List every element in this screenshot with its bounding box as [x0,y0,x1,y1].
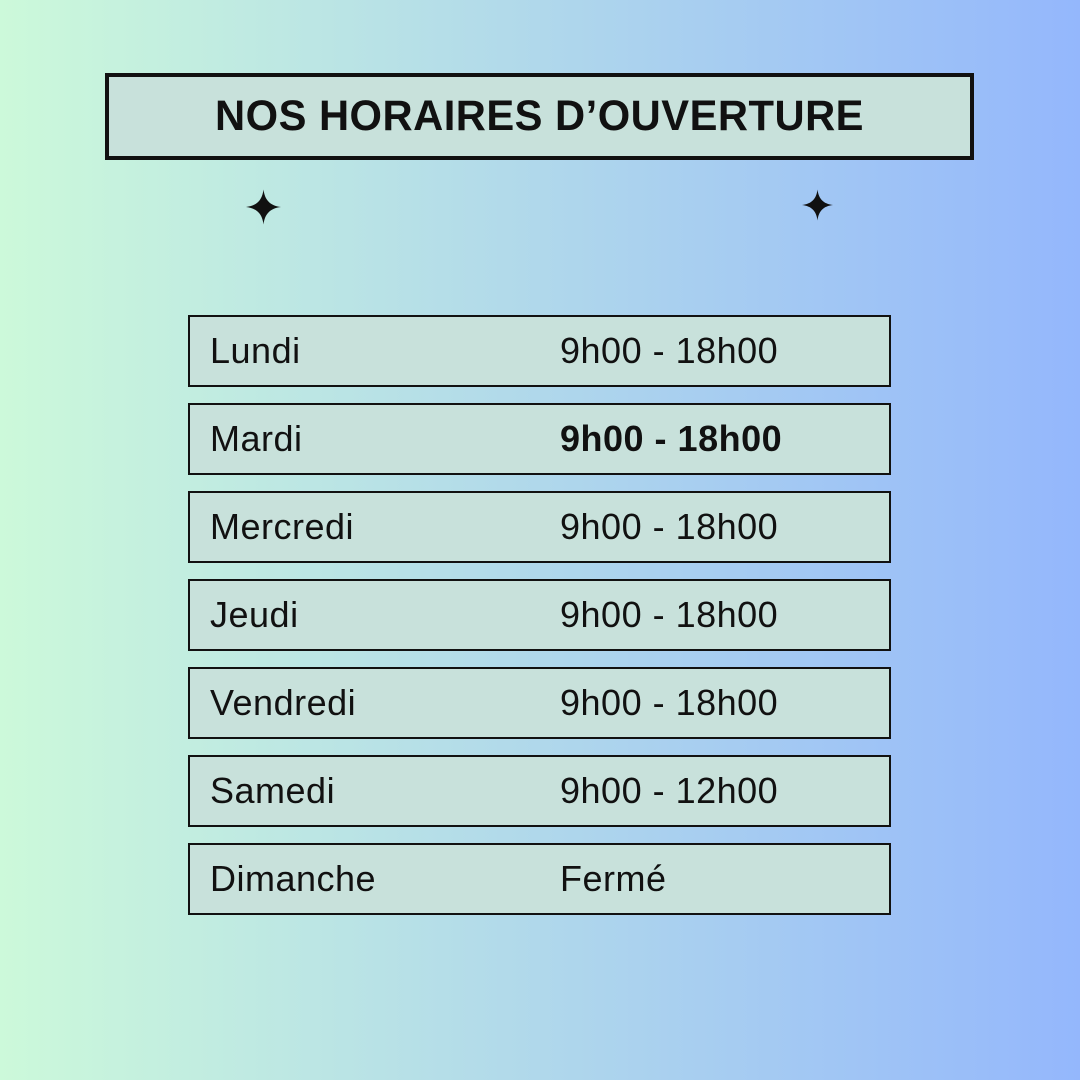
hours-label: 9h00 - 18h00 [560,330,779,371]
hours-label: 9h00 - 12h00 [560,770,779,811]
schedule-row: Samedi 9h00 - 12h00 [188,755,891,827]
day-label: Dimanche [210,858,377,899]
sparkle-icon [246,189,281,225]
schedule-row: Dimanche Fermé [188,843,891,915]
day-label: Vendredi [210,682,357,723]
title-banner: NOS HORAIRES D’OUVERTURE [105,73,974,160]
schedule-row: Lundi 9h00 - 18h00 [188,315,891,387]
schedule-row: Vendredi 9h00 - 18h00 [188,667,891,739]
day-label: Samedi [210,770,336,811]
hours-label: 9h00 - 18h00 [560,594,779,635]
schedule-list: Lundi 9h00 - 18h00 Mardi 9h00 - 18h00 Me… [188,315,891,931]
day-label: Mardi [210,418,303,459]
day-label: Lundi [210,330,301,371]
sparkle-icon [802,189,833,221]
schedule-row: Mercredi 9h00 - 18h00 [188,491,891,563]
day-label: Mercredi [210,506,355,547]
schedule-row: Mardi 9h00 - 18h00 [188,403,891,475]
hours-label: 9h00 - 18h00 [560,682,779,723]
hours-label: 9h00 - 18h00 [560,418,783,459]
schedule-row: Jeudi 9h00 - 18h00 [188,579,891,651]
hours-label: Fermé [560,858,667,899]
hours-label: 9h00 - 18h00 [560,506,779,547]
page-title: NOS HORAIRES D’OUVERTURE [215,92,864,140]
day-label: Jeudi [210,594,299,635]
